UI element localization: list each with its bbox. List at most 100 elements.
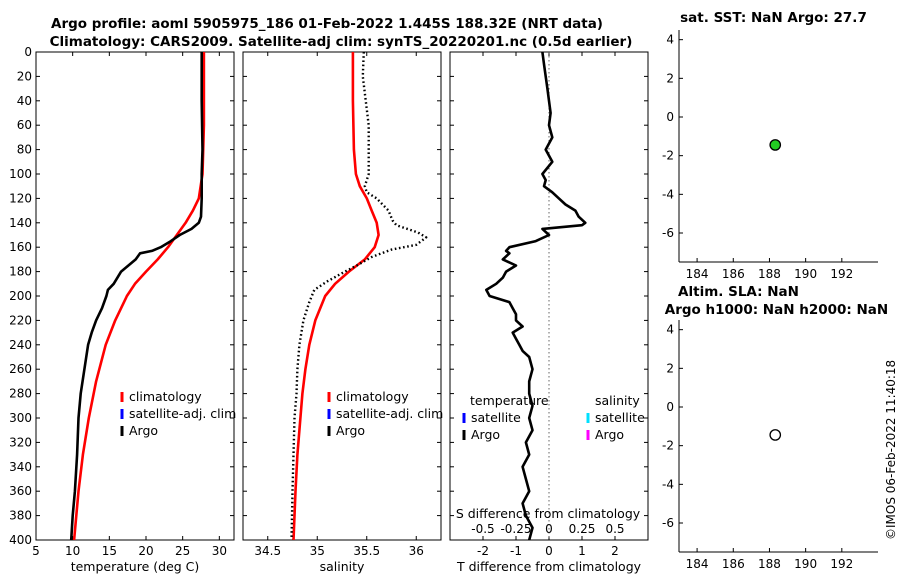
salinity-legend-label: satellite-adj. clim [336, 406, 443, 421]
depth-tick-label: 0 [24, 45, 32, 59]
legend-temperature-label: satellite [471, 410, 521, 425]
temperature-legend-label: Argo [129, 423, 158, 438]
sla-ytick-label: 2 [666, 361, 674, 375]
sst-xtick-label: 192 [830, 267, 853, 281]
sst-ytick-label: 0 [666, 110, 674, 124]
temperature-xtick-label: 30 [212, 544, 227, 558]
temperature-xtick-label: 5 [32, 544, 40, 558]
sla-title-line1: Altim. SLA: NaN [678, 284, 799, 300]
depth-tick-label: 140 [9, 216, 32, 230]
legend-salinity-title: salinity [595, 393, 640, 408]
sla-xtick-label: 186 [722, 557, 745, 571]
depth-tick-label: 120 [9, 191, 32, 205]
legend-temperature-title: temperature [470, 393, 549, 408]
temperature-xtick-label: 20 [138, 544, 153, 558]
difference-top-xlabel: S difference from climatology [456, 506, 641, 521]
difference-top-tick-label: 0.25 [569, 522, 596, 536]
temperature-xtick-label: 10 [65, 544, 80, 558]
salinity-series-climatology [292, 52, 380, 541]
sst-title: sat. SST: NaN Argo: 27.7 [680, 10, 867, 26]
depth-tick-label: 380 [9, 509, 32, 523]
sst-xtick-label: 190 [794, 267, 817, 281]
salinity-series-argo [290, 51, 428, 541]
depth-tick-label: 280 [9, 387, 32, 401]
difference-xtick-label: -2 [477, 544, 489, 558]
salinity-xtick-label: 34.5 [254, 544, 281, 558]
difference-xtick-label: 2 [611, 544, 619, 558]
sst-ytick-label: 2 [666, 71, 674, 85]
legend-temperature-label: Argo [471, 427, 500, 442]
sst-ytick-label: 4 [666, 33, 674, 47]
depth-tick-label: 400 [9, 533, 32, 547]
depth-tick-label: 180 [9, 265, 32, 279]
salinity-legend-label: Argo [336, 423, 365, 438]
depth-tick-label: 40 [17, 94, 32, 108]
salinity-xtick-label: 36 [409, 544, 424, 558]
sla-xtick-label: 184 [686, 557, 709, 571]
depth-tick-label: 260 [9, 362, 32, 376]
sla-ytick-label: 0 [666, 400, 674, 414]
sst-ytick-label: -4 [662, 187, 674, 201]
depth-tick-label: 240 [9, 338, 32, 352]
temperature-xtick-label: 25 [175, 544, 190, 558]
sla-ytick-label: -6 [662, 516, 674, 530]
difference-xlabel: T difference from climatology [456, 559, 642, 574]
sla-xtick-label: 192 [830, 557, 853, 571]
salinity-panel: 34.5 35 35.5 36 salinity climatology satellite… [242, 51, 443, 574]
difference-xtick-label: 1 [578, 544, 586, 558]
temperature-xlabel: temperature (deg C) [71, 559, 200, 574]
salinity-axes-frame [242, 51, 442, 541]
temperature-xtick-label: 15 [102, 544, 117, 558]
difference-top-tick-label: 0 [545, 522, 553, 536]
sla-panel: 4 2 0 -2 -4 -6 184 186 188 190 192 Altim. SLA: NaN A… [662, 284, 888, 571]
depth-tick-label: 340 [9, 460, 32, 474]
depth-tick-label: 320 [9, 435, 32, 449]
salinity-xtick-label: 35 [310, 544, 325, 558]
depth-tick-label: 300 [9, 411, 32, 425]
plots-layer: 0204060801001201401601802002202402602803… [9, 10, 888, 574]
sla-ytick-label: 4 [666, 323, 674, 337]
temperature-panel: 0 20 40 60 80 100 120 140 160 180 200 220 240 260 280 3… [9, 45, 236, 574]
depth-tick-label: 100 [9, 167, 32, 181]
sst-panel: 4 2 0 -2 -4 -6 184 186 188 190 192 sat. SST: NaN Ar… [662, 10, 878, 281]
difference-top-tick-label: 0.5 [605, 522, 624, 536]
figure-title-line2: Climatology: CARS2009. Satellite-adj cli… [50, 34, 633, 50]
difference-xtick-label: 0 [545, 544, 553, 558]
depth-tick-label: 80 [17, 143, 32, 157]
difference-top-tick-label: -0.5 [471, 522, 494, 536]
sst-ytick-label: -6 [662, 226, 674, 240]
temperature-legend-label: satellite-adj. clim [129, 406, 236, 421]
depth-tick-label: 220 [9, 313, 32, 327]
sst-ytick-label: -2 [662, 149, 674, 163]
salinity-xtick-label: 35.5 [353, 544, 380, 558]
depth-tick-label: 20 [17, 69, 32, 83]
sla-title-line2: Argo h1000: NaN h2000: NaN [665, 302, 888, 318]
difference-panel: -2 -1 0 1 2T difference from climatology temp… [449, 51, 649, 574]
sla-ytick-label: -4 [662, 477, 674, 491]
temperature-series-argo [69, 52, 204, 541]
depth-tick-label: 60 [17, 118, 32, 132]
legend-salinity-label: satellite [595, 410, 645, 425]
figure-title-line1: Argo profile: aoml 5905975_186 01-Feb-20… [51, 16, 603, 32]
depth-tick-label: 200 [9, 289, 32, 303]
sla-xtick-label: 190 [794, 557, 817, 571]
difference-xtick-label: -1 [510, 544, 522, 558]
difference-series-argo-t-diff [484, 51, 587, 541]
temperature-series-climatology [72, 52, 206, 541]
sst-xtick-label: 186 [722, 267, 745, 281]
salinity-xlabel: salinity [320, 559, 365, 574]
timestamp-stamp: ©IMOS 06-Feb-2022 11:40:18 [884, 360, 898, 540]
difference-top-tick-label: -0.25 [500, 522, 531, 536]
depth-tick-label: 360 [9, 484, 32, 498]
temperature-legend-label: climatology [129, 389, 202, 404]
sla-float-marker [769, 429, 782, 441]
sst-xtick-label: 188 [758, 267, 781, 281]
sst-float-marker [769, 139, 782, 151]
salinity-legend-label: climatology [336, 389, 409, 404]
sla-xtick-label: 188 [758, 557, 781, 571]
depth-tick-label: 160 [9, 240, 32, 254]
sst-xtick-label: 184 [686, 267, 709, 281]
sla-ytick-label: -2 [662, 439, 674, 453]
legend-salinity-label: Argo [595, 427, 624, 442]
